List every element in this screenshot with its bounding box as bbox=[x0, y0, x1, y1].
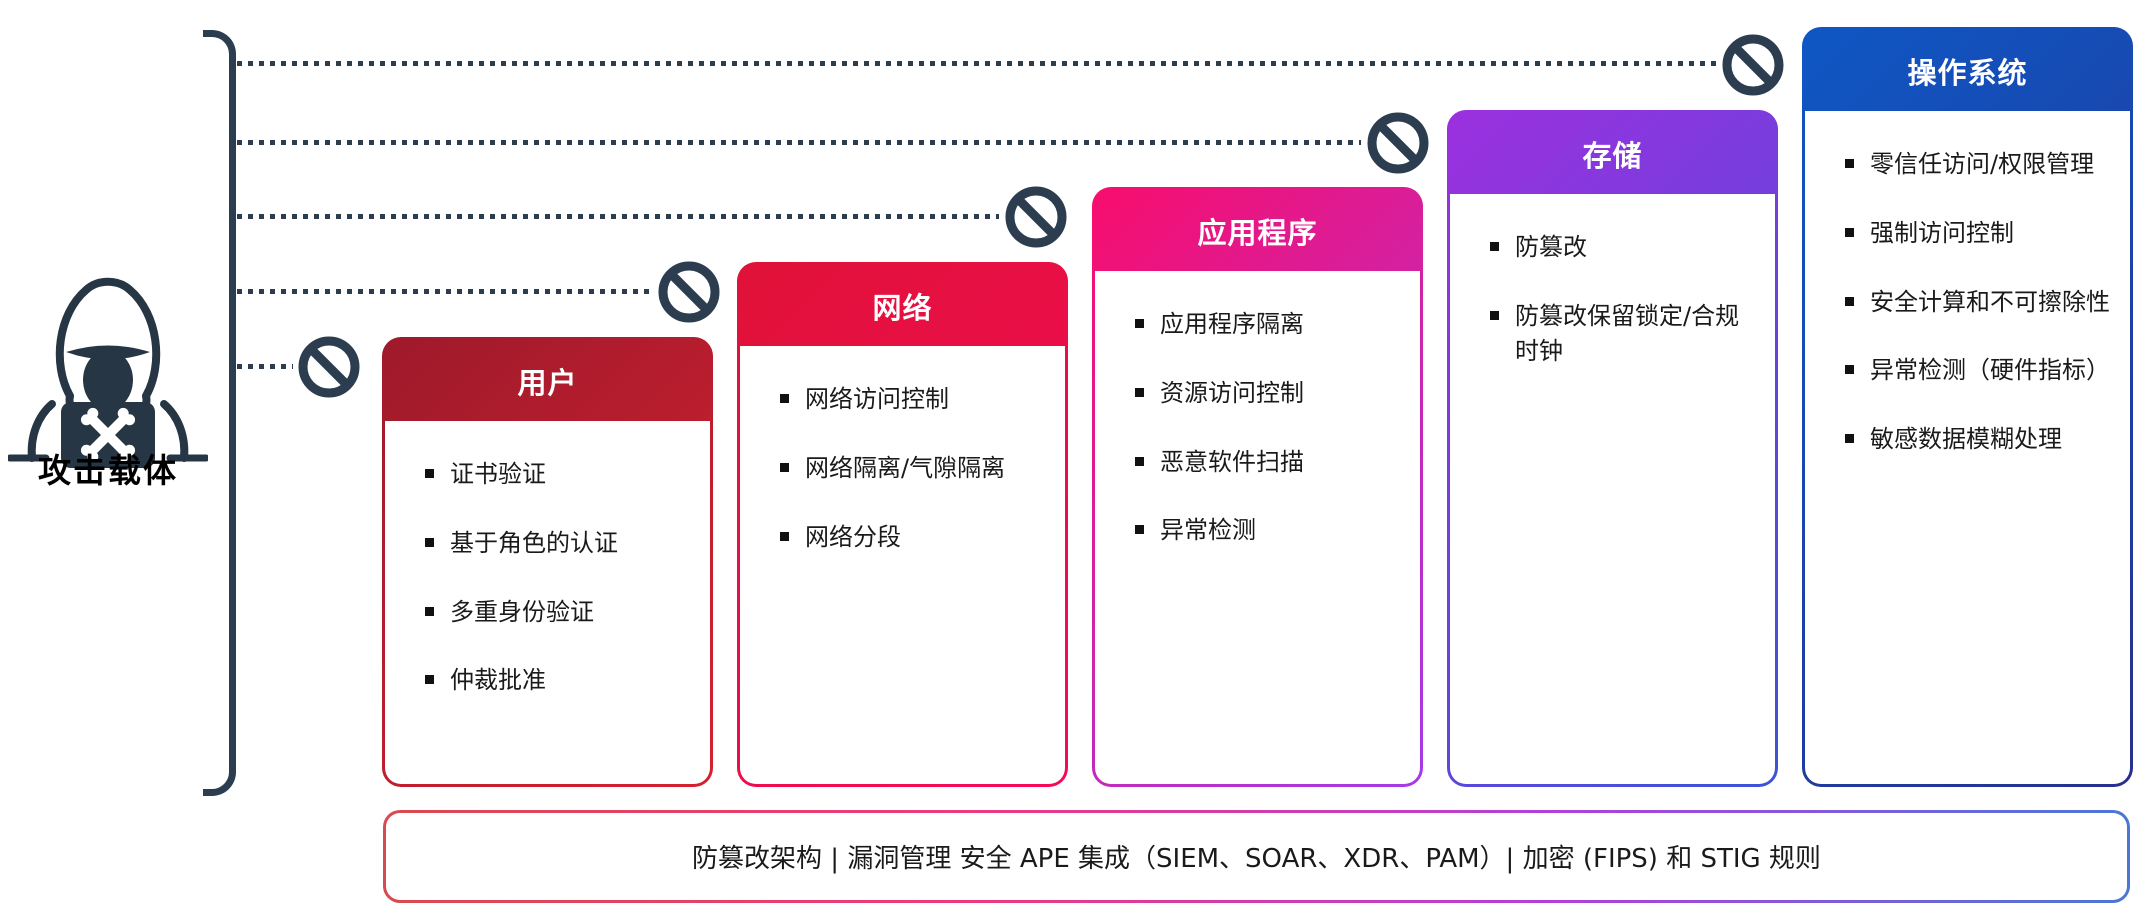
card-user: 用户 证书验证 基于角色的认证 多重身份验证 仲裁批准 bbox=[382, 337, 713, 787]
bullet-icon bbox=[1135, 525, 1144, 535]
no-entry-icon bbox=[656, 259, 722, 325]
bullet-icon bbox=[1135, 319, 1144, 328]
list-item: 零信任访问/权限管理 bbox=[1845, 147, 2116, 182]
list-item-label: 网络分段 bbox=[805, 522, 901, 551]
no-entry-icon bbox=[1003, 184, 1069, 250]
bullet-icon bbox=[1845, 296, 1854, 306]
list-item-label: 防篡改 bbox=[1515, 233, 1587, 261]
list-item: 网络访问控制 bbox=[780, 382, 1051, 417]
bullet-icon bbox=[1845, 434, 1854, 444]
bullet-icon bbox=[1490, 242, 1499, 251]
bullet-icon bbox=[1490, 310, 1499, 320]
card-os-header: 操作系统 bbox=[1805, 30, 2130, 111]
list-item: 基于角色的认证 bbox=[425, 526, 696, 561]
bullet-icon bbox=[425, 469, 434, 478]
list-item-label: 强制访问控制 bbox=[1870, 218, 2014, 247]
list-item: 证书验证 bbox=[425, 457, 696, 492]
card-application: 应用程序 应用程序隔离 资源访问控制 恶意软件扫描 异常检测 bbox=[1092, 187, 1423, 787]
list-item: 仲裁批准 bbox=[425, 663, 696, 698]
card-title: 网络 bbox=[872, 290, 933, 325]
list-item-label: 异常检测（硬件指标） bbox=[1870, 356, 2110, 385]
bullet-icon bbox=[1845, 365, 1854, 375]
bullet-icon bbox=[425, 675, 434, 685]
attack-line-os bbox=[237, 61, 1716, 66]
card-title: 用户 bbox=[517, 365, 578, 400]
foundation-banner-text: 防篡改架构 | 漏洞管理 安全 APE 集成（SIEM、SOAR、XDR、PAM… bbox=[692, 844, 1821, 874]
card-network: 网络 网络访问控制 网络隔离/气隙隔离 网络分段 bbox=[737, 262, 1068, 787]
card-storage-header: 存储 bbox=[1450, 113, 1775, 194]
list-item: 网络分段 bbox=[780, 520, 1051, 555]
list-item: 异常检测（硬件指标） bbox=[1845, 353, 2116, 388]
list-item-label: 应用程序隔离 bbox=[1160, 310, 1304, 338]
list-item: 安全计算和不可擦除性 bbox=[1845, 285, 2116, 320]
bullet-icon bbox=[1135, 456, 1144, 466]
list-item: 多重身份验证 bbox=[425, 595, 696, 630]
card-application-header: 应用程序 bbox=[1095, 190, 1420, 271]
list-item: 防篡改保留锁定/合规时钟 bbox=[1490, 299, 1761, 369]
bullet-icon bbox=[780, 394, 789, 403]
list-item: 恶意软件扫描 bbox=[1135, 445, 1406, 480]
card-title: 存储 bbox=[1582, 138, 1643, 173]
bullet-icon bbox=[425, 606, 434, 616]
list-item: 敏感数据模糊处理 bbox=[1845, 422, 2116, 457]
bullet-icon bbox=[1845, 227, 1854, 237]
list-item-label: 网络访问控制 bbox=[805, 385, 949, 413]
card-os-body: 零信任访问/权限管理 强制访问控制 安全计算和不可擦除性 异常检测（硬件指标） … bbox=[1805, 111, 2130, 784]
attack-line-storage bbox=[237, 140, 1361, 145]
list-item-label: 网络隔离/气隙隔离 bbox=[805, 453, 1006, 482]
no-entry-icon bbox=[296, 334, 362, 400]
foundation-banner-inner: 防篡改架构 | 漏洞管理 安全 APE 集成（SIEM、SOAR、XDR、PAM… bbox=[386, 813, 2127, 900]
list-item: 资源访问控制 bbox=[1135, 376, 1406, 411]
foundation-banner: 防篡改架构 | 漏洞管理 安全 APE 集成（SIEM、SOAR、XDR、PAM… bbox=[383, 810, 2130, 903]
bullet-icon bbox=[780, 462, 789, 472]
list-item-label: 安全计算和不可擦除性 bbox=[1870, 287, 2110, 316]
list-item: 应用程序隔离 bbox=[1135, 307, 1406, 342]
list-item-label: 恶意软件扫描 bbox=[1160, 447, 1304, 476]
list-item: 异常检测 bbox=[1135, 513, 1406, 548]
card-storage-body: 防篡改 防篡改保留锁定/合规时钟 bbox=[1450, 194, 1775, 784]
list-item: 网络隔离/气隙隔离 bbox=[780, 451, 1051, 486]
list-item-label: 基于角色的认证 bbox=[450, 528, 618, 557]
attack-line-application bbox=[237, 214, 999, 219]
card-title: 应用程序 bbox=[1197, 215, 1318, 250]
bullet-icon bbox=[780, 531, 789, 541]
list-item: 强制访问控制 bbox=[1845, 216, 2116, 251]
list-item-label: 敏感数据模糊处理 bbox=[1870, 425, 2062, 454]
card-storage: 存储 防篡改 防篡改保留锁定/合规时钟 bbox=[1447, 110, 1778, 787]
card-network-header: 网络 bbox=[740, 265, 1065, 346]
attack-line-user bbox=[237, 364, 293, 369]
list-item-label: 证书验证 bbox=[450, 460, 546, 488]
list-item-label: 防篡改保留锁定/合规时钟 bbox=[1515, 301, 1740, 365]
card-network-body: 网络访问控制 网络隔离/气隙隔离 网络分段 bbox=[740, 346, 1065, 784]
bullet-icon bbox=[1135, 387, 1144, 397]
list-item-label: 资源访问控制 bbox=[1160, 378, 1304, 407]
list-item: 防篡改 bbox=[1490, 230, 1761, 265]
attack-vector-label: 攻击载体 bbox=[38, 451, 178, 490]
list-item-label: 多重身份验证 bbox=[450, 597, 594, 626]
attack-bracket bbox=[203, 30, 236, 796]
list-item-label: 异常检测 bbox=[1160, 516, 1256, 545]
card-user-header: 用户 bbox=[385, 340, 710, 421]
bullet-icon bbox=[1845, 159, 1854, 168]
no-entry-icon bbox=[1720, 32, 1786, 98]
card-title: 操作系统 bbox=[1907, 55, 2028, 90]
card-user-body: 证书验证 基于角色的认证 多重身份验证 仲裁批准 bbox=[385, 421, 710, 784]
hacker-laptop-icon bbox=[6, 262, 210, 492]
no-entry-icon bbox=[1365, 110, 1431, 176]
list-item-label: 零信任访问/权限管理 bbox=[1870, 150, 2095, 178]
attack-line-network bbox=[237, 289, 652, 294]
bullet-icon bbox=[425, 537, 434, 547]
list-item-label: 仲裁批准 bbox=[450, 666, 546, 695]
card-application-body: 应用程序隔离 资源访问控制 恶意软件扫描 异常检测 bbox=[1095, 271, 1420, 784]
card-os: 操作系统 零信任访问/权限管理 强制访问控制 安全计算和不可擦除性 异常检测（硬… bbox=[1802, 27, 2133, 787]
